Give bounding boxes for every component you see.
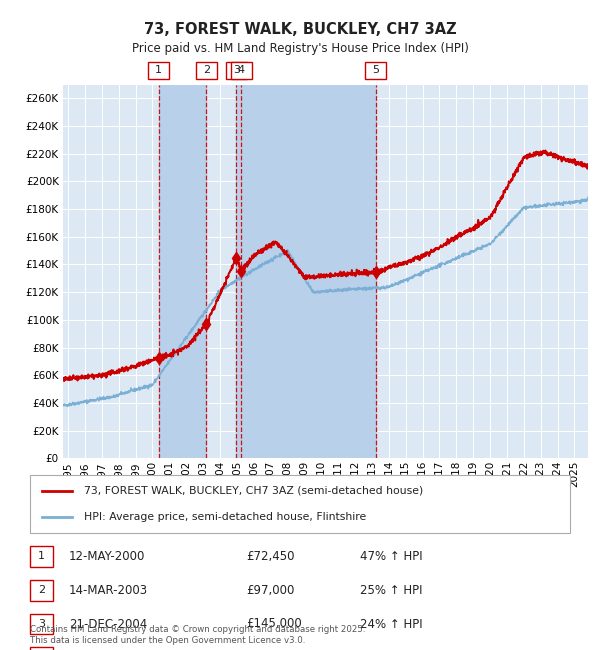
Text: Price paid vs. HM Land Registry's House Price Index (HPI): Price paid vs. HM Land Registry's House … bbox=[131, 42, 469, 55]
Bar bbox=[236, 84, 376, 458]
Text: 3: 3 bbox=[233, 65, 240, 75]
Text: 73, FOREST WALK, BUCKLEY, CH7 3AZ: 73, FOREST WALK, BUCKLEY, CH7 3AZ bbox=[143, 21, 457, 37]
Text: £72,450: £72,450 bbox=[246, 550, 295, 563]
Text: 5: 5 bbox=[372, 65, 379, 75]
Text: 2: 2 bbox=[38, 585, 45, 595]
Text: 2: 2 bbox=[203, 65, 210, 75]
Text: £97,000: £97,000 bbox=[246, 584, 295, 597]
Bar bbox=[158, 84, 206, 458]
Text: Contains HM Land Registry data © Crown copyright and database right 2025.
This d: Contains HM Land Registry data © Crown c… bbox=[30, 625, 365, 645]
Text: 14-MAR-2003: 14-MAR-2003 bbox=[69, 584, 148, 597]
Text: HPI: Average price, semi-detached house, Flintshire: HPI: Average price, semi-detached house,… bbox=[84, 512, 366, 521]
Text: 25% ↑ HPI: 25% ↑ HPI bbox=[360, 584, 422, 597]
Text: 21-DEC-2004: 21-DEC-2004 bbox=[69, 618, 147, 630]
Text: 47% ↑ HPI: 47% ↑ HPI bbox=[360, 550, 422, 563]
Text: 3: 3 bbox=[38, 619, 45, 629]
Text: 12-MAY-2000: 12-MAY-2000 bbox=[69, 550, 145, 563]
Text: 1: 1 bbox=[155, 65, 162, 75]
Text: 73, FOREST WALK, BUCKLEY, CH7 3AZ (semi-detached house): 73, FOREST WALK, BUCKLEY, CH7 3AZ (semi-… bbox=[84, 486, 423, 496]
Text: 1: 1 bbox=[38, 551, 45, 562]
Text: £145,000: £145,000 bbox=[246, 618, 302, 630]
Text: 4: 4 bbox=[238, 65, 245, 75]
Text: 24% ↑ HPI: 24% ↑ HPI bbox=[360, 618, 422, 630]
